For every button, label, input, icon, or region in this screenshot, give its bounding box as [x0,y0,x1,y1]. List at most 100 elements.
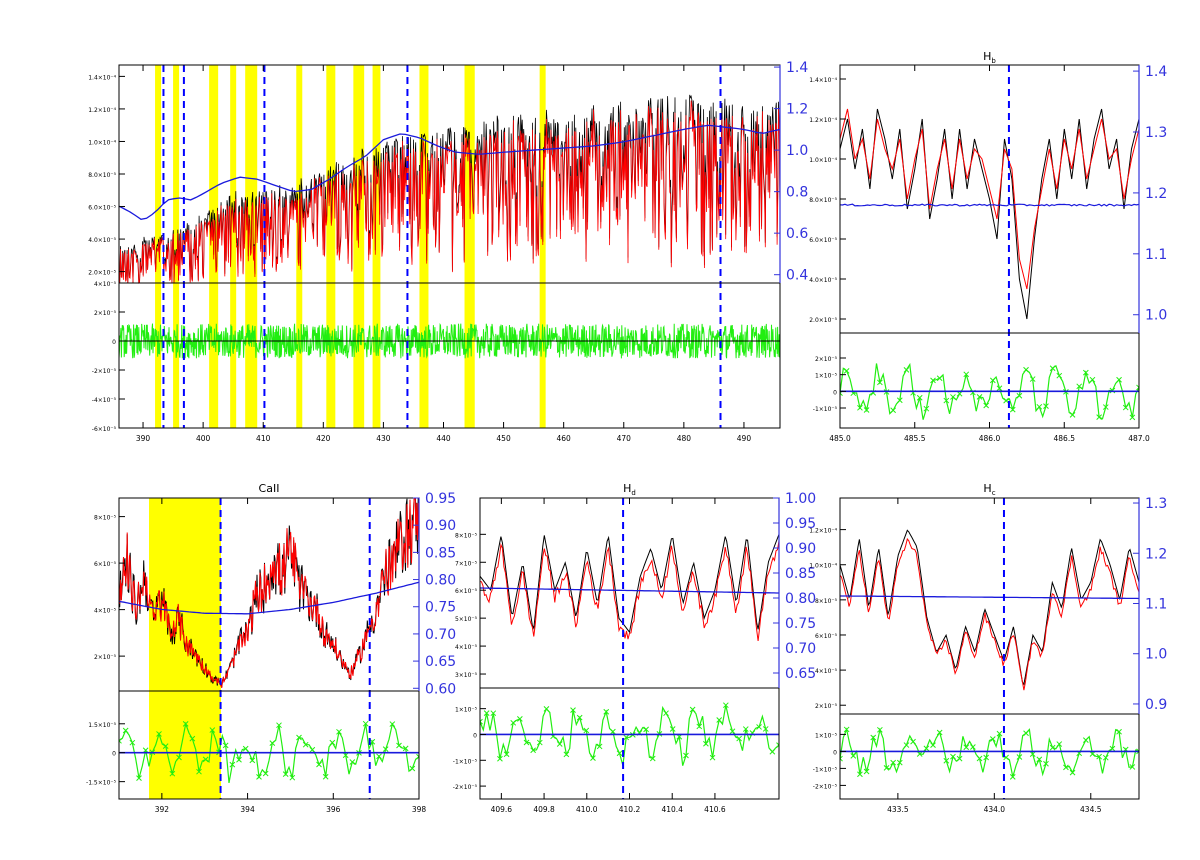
model-spectrum-line [119,100,780,284]
residual-point [776,742,779,748]
observed-spectrum-line [840,529,1139,686]
x-tick-label: 430 [376,434,391,443]
residual-point [610,728,616,735]
residual-line [480,705,779,766]
residual-point [590,755,596,761]
observed-spectrum-line [480,534,779,634]
residual-point [576,714,583,721]
residual-point [1056,741,1063,747]
mask-region [326,65,336,428]
residual-point [910,738,916,745]
residual-point [322,773,329,780]
y-tick-label: 2×10⁻⁵ [815,703,838,710]
panel-full: 390 400 410 420 430 440 450 460 470 480 490 2.0×10⁻… [88,60,808,443]
residual-point [1102,404,1109,410]
residual-point [1096,753,1102,760]
y-tick-label: 1.0×10⁻⁴ [809,563,837,570]
x-tick-label: 410 [256,434,271,443]
x-tick-label: 410.2 [619,805,641,814]
residual-point [956,755,963,762]
residual-point [209,727,216,733]
residual-point [1129,764,1136,770]
residual-point [1029,751,1036,757]
right-y-tick-label: 0.90 [785,541,816,557]
y-tick-label: 1.2×10⁻⁴ [809,117,837,124]
residual-point [669,726,676,732]
residual-point [249,757,256,764]
residual-point [696,723,703,730]
right-y-tick-label: 0.65 [425,654,456,670]
residual-y-tick-label: 1×10⁻⁵ [455,707,478,714]
mask-region [372,65,381,428]
right-y-tick-label: 0.75 [785,616,816,632]
plot-area-hb [840,65,1139,428]
residual-point [510,719,517,726]
right-y-tick-label: 1.0 [1145,647,1167,663]
residual-y-tick-label: -2×10⁻⁵ [453,784,478,791]
y-tick-label: 8×10⁻⁵ [94,515,117,522]
residual-point [729,728,736,735]
x-tick-label: 433.5 [887,805,909,814]
x-tick-label: 480 [677,434,692,443]
residual-point [523,739,530,746]
right-y-tick-label: 1.2 [1145,186,1167,202]
right-y-tick-label: 0.70 [425,627,456,643]
residual-point [623,734,630,741]
residual-point [229,761,236,768]
residual-point [189,735,196,742]
residual-point [716,717,723,723]
residual-point [643,726,649,733]
residual-point [483,710,490,716]
right-y-tick-label: 1.2 [786,102,808,118]
continuum-line [119,124,780,220]
mask-region [539,65,546,428]
residual-point [1089,751,1096,757]
x-tick-label: 410.6 [704,805,726,814]
residual-point [936,375,943,382]
residual-point [416,753,419,760]
right-y-tick-label: 0.75 [425,600,456,616]
right-y-tick-label: 1.0 [1145,308,1167,324]
residual-point [943,397,950,404]
residual-y-tick-label: 4×10⁻⁵ [94,281,117,288]
residual-point [877,379,883,386]
right-y-tick-label: 0.95 [785,516,816,532]
y-tick-label: 1.2×10⁻⁴ [88,107,116,114]
continuum-line [480,587,779,594]
y-tick-label: 3×10⁻⁵ [455,672,478,679]
residual-point [222,742,229,749]
residual-point [1043,760,1049,767]
residual-point [536,739,543,746]
residual-point [543,706,550,712]
x-tick-label: 450 [496,434,511,443]
residual-point [870,734,877,741]
x-tick-label: 487.0 [1128,434,1150,443]
residual-point [129,739,136,746]
residual-point [119,737,122,744]
residual-point [1043,403,1049,410]
x-tick-label: 420 [316,434,331,443]
residual-point [309,746,316,753]
residual-point [517,716,523,722]
residual-point [703,740,709,747]
residual-point [736,735,742,742]
right-y-tick-label: 1.1 [1145,596,1167,612]
right-y-tick-label: 0.6 [786,226,808,242]
residual-point [136,775,142,781]
residual-point [1069,411,1076,418]
residual-point [1136,384,1139,391]
residual-point [950,753,956,760]
right-y-tick-label: 1.3 [1145,125,1167,141]
residual-point [663,710,669,717]
residual-point [709,754,716,761]
y-tick-label: 6×10⁻⁵ [815,633,838,640]
residual-point [890,407,897,414]
residual-point [963,371,970,378]
x-tick-label: 394 [240,805,255,814]
residual-point [983,754,990,761]
residual-y-tick-label: -2×10⁻⁵ [92,368,117,375]
right-y-tick-label: 0.80 [425,573,456,589]
right-y-tick-label: 0.85 [785,566,816,582]
panel-title: Hd [623,482,636,497]
residual-point [989,377,996,384]
